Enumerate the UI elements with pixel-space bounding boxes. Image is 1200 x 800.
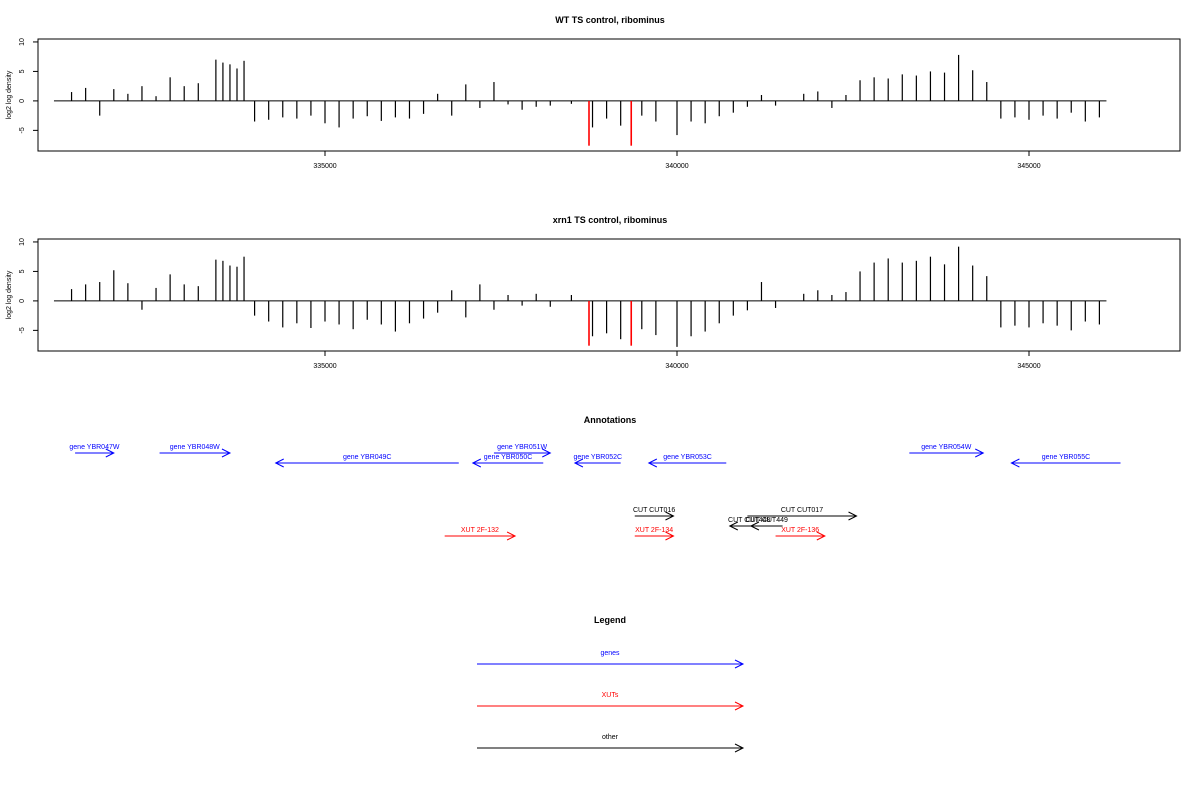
wt-y-tick-label-3: -5	[19, 127, 26, 133]
feature-cut-cut016-arrowhead	[665, 511, 675, 521]
feature-gene-ybr047w: gene YBR047W	[69, 444, 120, 458]
feature-cut-cut449-label: CUT CUT449	[746, 517, 788, 524]
legend-item-xuts-label: XUTs	[602, 692, 619, 699]
feature-xut-2f-134-arrowhead	[665, 531, 675, 541]
feature-cut-cut449-arrowhead	[749, 521, 760, 531]
wt-panel: WT TS control, ribominus log2 log densit…	[6, 15, 1181, 170]
feature-gene-ybr051w: gene YBR051W	[493, 444, 552, 458]
legend-title: Legend	[594, 615, 626, 625]
xrn1-bars	[53, 246, 1107, 347]
xrn1-y-axis: 10 5 0 -5	[19, 238, 38, 333]
feature-xut-2f-132-arrowhead	[506, 531, 517, 541]
feature-gene-ybr052c-label: gene YBR052C	[574, 454, 623, 461]
feature-xut-2f-134-label: XUT 2F-134	[635, 527, 673, 534]
feature-gene-ybr051w-label: gene YBR051W	[497, 444, 547, 451]
feature-cut-cut017: CUT CUT017	[747, 507, 858, 521]
annotations-title: Annotations	[584, 415, 637, 425]
feature-xut-2f-132-label: XUT 2F-132	[461, 527, 499, 534]
feature-gene-ybr048w-arrowhead	[221, 448, 232, 458]
xrn1-y-tick-label-3: -5	[19, 327, 26, 333]
feature-gene-ybr049c-arrowhead	[274, 458, 284, 468]
xrn1-x-tick-label-1: 340000	[665, 363, 688, 370]
wt-panel-title: WT TS control, ribominus	[555, 15, 665, 25]
feature-gene-ybr050c-label: gene YBR050C	[484, 454, 533, 461]
wt-x-tick-label-0: 335000	[313, 163, 336, 170]
wt-ylabel: log2 log density	[6, 70, 13, 119]
feature-gene-ybr047w-arrowhead	[105, 448, 115, 458]
xrn1-plot-frame	[37, 238, 1181, 352]
feature-gene-ybr053c: gene YBR053C	[647, 454, 727, 468]
annotations-panel: Annotations gene YBR047W gene YBR048Wgene…	[69, 415, 1121, 541]
xrn1-panel-title: xrn1 TS control, ribominus	[553, 215, 668, 225]
wt-x-tick-label-2: 345000	[1017, 163, 1040, 170]
feature-xut-2f-132: XUT 2F-132	[444, 527, 517, 541]
legend: Legend genes XUTs other	[477, 615, 745, 753]
feature-gene-ybr051w-arrowhead	[542, 448, 552, 458]
feature-gene-ybr047w-label: gene YBR047W	[69, 444, 119, 451]
feature-cut-cut448-label: CUT CUT448	[728, 517, 770, 524]
wt-y-tick-label-0: 10	[19, 38, 26, 46]
legend-item-xuts-arrowhead	[734, 701, 745, 711]
legend-item-genes: genes	[477, 650, 745, 669]
wt-bars	[53, 54, 1107, 146]
feature-cut-cut448-arrowhead	[728, 521, 739, 531]
feature-gene-ybr048w: gene YBR048W	[159, 444, 232, 458]
feature-cut-cut016-label: CUT CUT016	[633, 507, 675, 514]
legend-item-other-arrowhead	[734, 743, 745, 753]
feature-gene-ybr052c: gene YBR052C	[573, 454, 623, 468]
wt-y-tick-label-1: 5	[19, 69, 26, 73]
xrn1-y-tick-label-1: 5	[19, 269, 26, 273]
feature-gene-ybr055c-label: gene YBR055C	[1042, 454, 1091, 461]
annotation-features: gene YBR047W gene YBR048W gene YBR049C gene…	[69, 444, 1121, 541]
xrn1-y-tick-label-0: 10	[19, 238, 26, 246]
xrn1-x-tick-label-2: 345000	[1017, 363, 1040, 370]
feature-cut-cut017-arrowhead	[848, 511, 858, 521]
wt-plot-frame	[37, 38, 1181, 152]
wt-x-tick-label-1: 340000	[665, 163, 688, 170]
legend-item-other: other	[477, 734, 745, 753]
xrn1-x-axis: 335000 340000 345000	[313, 351, 1041, 370]
feature-gene-ybr055c-arrowhead	[1010, 458, 1020, 468]
feature-xut-2f-136-label: XUT 2F-136	[781, 527, 819, 534]
feature-gene-ybr054w-label: gene YBR054W	[921, 444, 971, 451]
wt-y-tick-label-2: 0	[19, 99, 26, 103]
feature-gene-ybr049c: gene YBR049C	[274, 454, 459, 468]
xrn1-y-tick-label-2: 0	[19, 299, 26, 303]
xrn1-panel: xrn1 TS control, ribominus log2 log dens…	[6, 215, 1181, 370]
xrn1-x-tick-label-0: 335000	[313, 363, 336, 370]
feature-cut-cut016: CUT CUT016	[633, 507, 675, 521]
feature-gene-ybr048w-label: gene YBR048W	[170, 444, 220, 451]
feature-gene-ybr055c: gene YBR055C	[1010, 454, 1121, 468]
feature-gene-ybr054w-arrowhead	[975, 448, 985, 458]
feature-gene-ybr052c-arrowhead	[573, 458, 584, 468]
wt-y-axis: 10 5 0 -5	[19, 38, 38, 133]
feature-cut-cut449: CUT CUT449	[746, 517, 788, 531]
feature-xut-2f-136: XUT 2F-136	[775, 527, 826, 541]
feature-xut-2f-134: XUT 2F-134	[634, 527, 675, 541]
feature-gene-ybr054w: gene YBR054W	[909, 444, 985, 458]
feature-xut-2f-136-arrowhead	[816, 531, 826, 541]
legend-items: genes XUTs other	[477, 650, 745, 753]
xrn1-ylabel: log2 log density	[6, 270, 13, 319]
feature-cut-cut017-label: CUT CUT017	[781, 507, 823, 514]
legend-item-genes-label: genes	[600, 650, 620, 657]
legend-item-genes-arrowhead	[734, 659, 745, 669]
feature-gene-ybr050c: gene YBR050C	[471, 454, 544, 468]
legend-item-xuts: XUTs	[477, 692, 745, 711]
feature-gene-ybr050c-arrowhead	[471, 458, 482, 468]
feature-gene-ybr053c-label: gene YBR053C	[663, 454, 712, 461]
feature-gene-ybr053c-arrowhead	[647, 458, 658, 468]
wt-x-axis: 335000 340000 345000	[313, 151, 1041, 170]
legend-item-other-label: other	[602, 734, 619, 741]
feature-gene-ybr049c-label: gene YBR049C	[343, 454, 392, 461]
